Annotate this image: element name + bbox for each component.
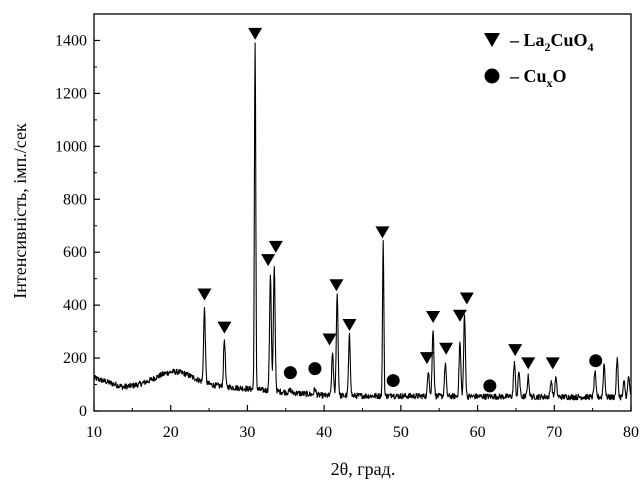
la2cuo4-marker xyxy=(268,240,283,253)
la2cuo4-marker xyxy=(419,352,434,365)
x-tick-label: 60 xyxy=(470,424,486,441)
la2cuo4-marker xyxy=(426,311,441,324)
y-tick-label: 1400 xyxy=(55,32,87,49)
y-tick-label: 1200 xyxy=(55,85,87,102)
legend-triangle-icon xyxy=(484,33,500,47)
x-tick-label: 20 xyxy=(163,424,179,441)
cuxo-marker xyxy=(589,354,603,368)
cuxo-marker xyxy=(308,362,322,376)
la2cuo4-marker xyxy=(342,318,357,331)
la2cuo4-marker xyxy=(459,292,474,305)
plot-border xyxy=(93,13,632,412)
spectrum-line xyxy=(93,42,632,401)
cuxo-marker xyxy=(386,374,400,388)
x-tick-label: 30 xyxy=(239,424,255,441)
legend-label: – CuxO xyxy=(509,66,567,90)
y-tick-label: 200 xyxy=(63,350,87,367)
x-tick-label: 10 xyxy=(86,424,102,441)
y-tick-label: 1000 xyxy=(55,138,87,155)
x-axis-title: 2θ, град. xyxy=(331,459,396,479)
y-tick-label: 800 xyxy=(63,191,87,208)
xrd-spectrum xyxy=(93,42,632,401)
y-axis-title: Інтенсивність, імп./сек xyxy=(10,123,30,299)
x-axis-ticks: 10 20 30 40 50 60 70 80 xyxy=(86,405,639,441)
legend: – La2CuO4 – CuxO xyxy=(484,30,594,90)
x-tick-label: 40 xyxy=(316,424,332,441)
la2cuo4-marker xyxy=(217,321,232,334)
la2cuo4-marker xyxy=(329,279,344,292)
x-tick-label: 80 xyxy=(623,424,639,441)
phase-markers xyxy=(197,27,603,393)
plot-frame xyxy=(93,13,632,412)
legend-label: – La2CuO4 xyxy=(509,30,594,54)
la2cuo4-marker xyxy=(322,333,337,346)
x-tick-label: 70 xyxy=(546,424,562,441)
x-tick-label: 50 xyxy=(393,424,409,441)
legend-circle-icon xyxy=(484,68,500,84)
la2cuo4-marker xyxy=(197,288,212,301)
y-axis-ticks: 0 200 400 600 800 1000 1200 1400 xyxy=(55,13,100,420)
la2cuo4-marker xyxy=(452,309,467,322)
la2cuo4-marker xyxy=(261,254,276,267)
y-tick-label: 400 xyxy=(63,297,87,314)
cuxo-marker xyxy=(483,379,497,393)
la2cuo4-marker xyxy=(545,357,560,370)
cuxo-marker xyxy=(283,366,297,380)
la2cuo4-marker xyxy=(439,342,454,355)
y-tick-label: 600 xyxy=(63,244,87,261)
la2cuo4-marker xyxy=(508,344,523,357)
la2cuo4-marker xyxy=(375,226,390,239)
la2cuo4-marker xyxy=(248,27,263,40)
y-tick-label: 0 xyxy=(79,403,87,420)
la2cuo4-marker xyxy=(521,357,536,370)
